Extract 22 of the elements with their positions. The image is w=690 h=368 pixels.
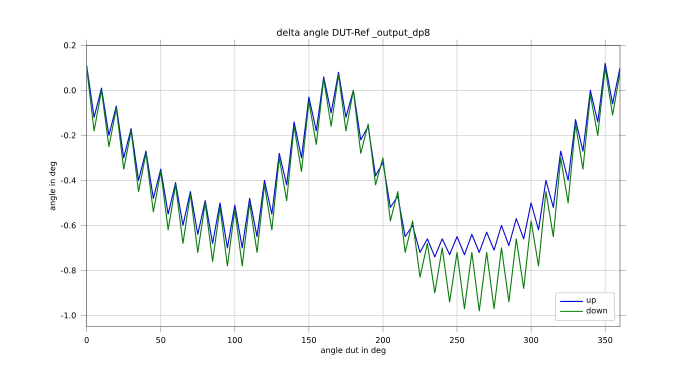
y-tick-label: -0.2 bbox=[61, 132, 76, 138]
x-tick-label: 150 bbox=[302, 337, 316, 344]
y-tick-label: 0.0 bbox=[64, 87, 76, 94]
x-tick-label: 0 bbox=[84, 337, 89, 344]
y-axis-title: angle in deg bbox=[49, 162, 57, 210]
legend-label: up bbox=[586, 298, 596, 304]
y-tick-label: -0.6 bbox=[61, 222, 76, 228]
x-tick-label: 100 bbox=[228, 337, 242, 344]
y-tick-label: 0.2 bbox=[64, 42, 76, 48]
legend-label: down bbox=[586, 307, 608, 314]
y-tick-label: -0.8 bbox=[61, 267, 76, 274]
x-tick-label: 250 bbox=[450, 337, 464, 344]
x-axis-title: angle dut in deg bbox=[321, 346, 386, 355]
line-series bbox=[86, 62, 620, 258]
x-tick-label: 300 bbox=[524, 337, 538, 344]
x-tick-label: 50 bbox=[156, 337, 166, 344]
x-tick-label: 200 bbox=[376, 337, 390, 344]
line-series bbox=[86, 67, 620, 312]
y-tick-label: -1.0 bbox=[61, 312, 76, 318]
chart-title: delta angle DUT-Ref _output_dp8 bbox=[277, 28, 430, 38]
x-tick-label: 350 bbox=[598, 337, 612, 344]
y-tick-label: -0.4 bbox=[61, 177, 76, 184]
